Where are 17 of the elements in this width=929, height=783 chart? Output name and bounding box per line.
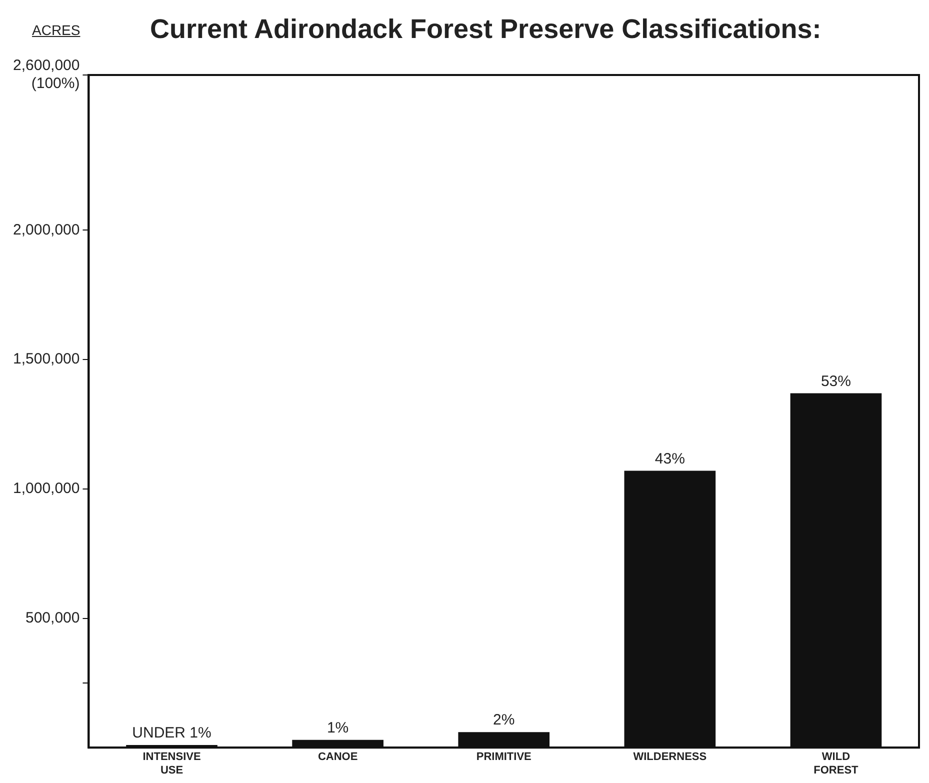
annotation: UNDER 1%: [132, 724, 212, 742]
annotation: 2%: [493, 712, 515, 729]
annotation: 1%: [326, 719, 349, 736]
x-tick-label: INTENSIVE USE: [142, 751, 201, 776]
y-tick-label: 1,000,000: [12, 480, 80, 498]
y-axis-title: ACRES: [32, 22, 80, 38]
chart-title: Current Adirondack Forest Preserve Classifications:: [150, 14, 822, 45]
x-tick-label: PRIMITIVE: [476, 751, 532, 764]
annotation: 43%: [654, 450, 685, 468]
y-tick-label: 1,500,000: [12, 350, 80, 368]
annotation: 53%: [820, 372, 851, 390]
x-tick-label: WILDERNESS: [633, 751, 707, 764]
x-tick-label: CANOE: [318, 751, 358, 764]
y-tick-label: 2,000,000: [12, 221, 80, 238]
x-tick-label: WILD FOREST: [814, 751, 859, 776]
y-tick-label: 2,600,000 (100%): [12, 57, 80, 92]
y-tick-label: 500,000: [25, 609, 80, 626]
